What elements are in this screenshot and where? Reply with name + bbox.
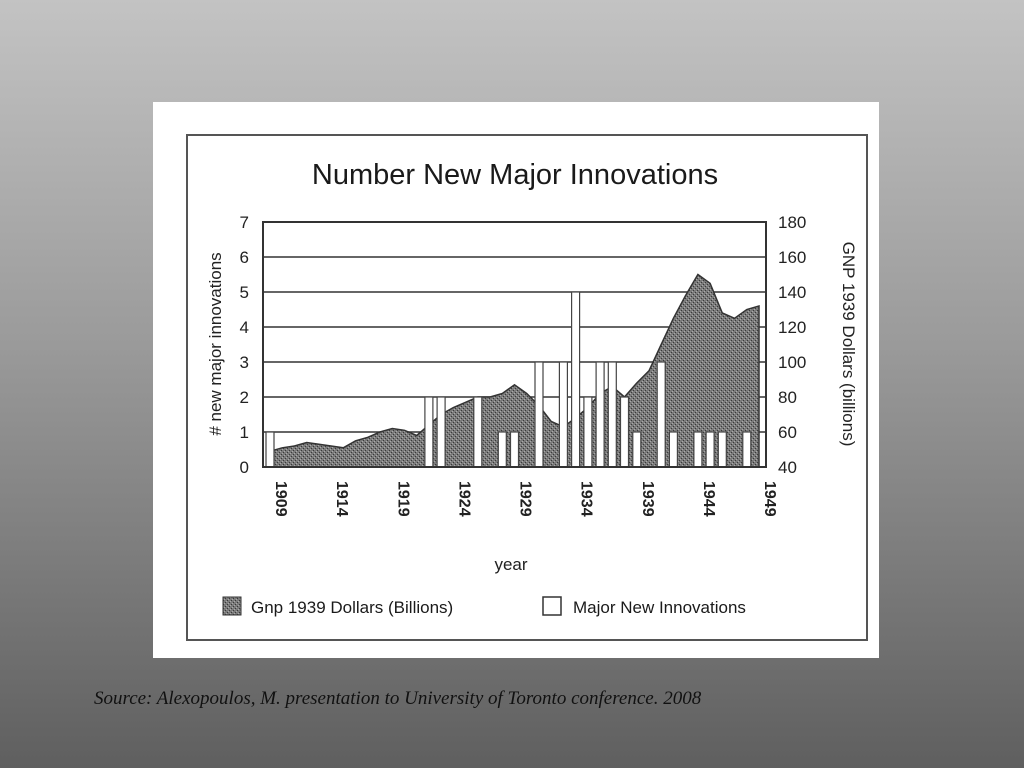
right-tick-label: 120 xyxy=(778,318,806,337)
right-tick-label: 80 xyxy=(778,388,797,407)
innovation-bar xyxy=(693,431,703,468)
innovation-bar xyxy=(571,291,581,468)
x-tick-label: 1909 xyxy=(272,481,289,517)
legend-label-gnp: Gnp 1939 Dollars (Billions) xyxy=(251,598,453,617)
left-tick-label: 5 xyxy=(240,283,249,302)
chart-svg: Number New Major Innovations 0 1 2 3 4 5 6 7 40… xyxy=(186,134,868,641)
gnp-area-layer xyxy=(269,273,760,468)
left-tick-label: 7 xyxy=(240,213,249,232)
x-tick-label: 1929 xyxy=(517,481,534,517)
right-tick-label: 100 xyxy=(778,353,806,372)
innovation-bar xyxy=(607,361,617,468)
innovation-bar xyxy=(436,396,446,468)
right-tick-label: 140 xyxy=(778,283,806,302)
x-tick-label: 1919 xyxy=(394,481,411,517)
left-tick-label: 1 xyxy=(240,423,249,442)
innovation-bar xyxy=(509,431,520,468)
right-axis-ticks: 40 60 80 100 120 140 160 180 xyxy=(778,213,806,477)
innovation-bar xyxy=(534,361,544,468)
x-tick-label: 1924 xyxy=(455,481,472,517)
chart-title: Number New Major Innovations xyxy=(312,159,718,191)
source-caption: Source: Alexopoulos, M. presentation to … xyxy=(94,688,702,709)
innovation-bar xyxy=(558,361,568,468)
innovation-bar xyxy=(619,396,630,468)
chart-figure: Number New Major Innovations 0 1 2 3 4 5 6 7 40… xyxy=(153,102,879,658)
left-tick-label: 2 xyxy=(240,388,249,407)
innovation-bar xyxy=(742,431,752,468)
plot-frame xyxy=(262,221,767,468)
gnp-area xyxy=(269,273,760,468)
innovation-bar xyxy=(583,396,593,468)
left-tick-label: 3 xyxy=(240,353,249,372)
innovation-bar xyxy=(497,431,507,468)
right-tick-label: 180 xyxy=(778,213,806,232)
x-tick-label: 1944 xyxy=(700,481,717,517)
left-axis-label: # new major innovations xyxy=(206,252,225,435)
legend-label-innovations: Major New Innovations xyxy=(573,598,746,617)
innovation-bar xyxy=(265,431,275,468)
right-tick-label: 40 xyxy=(778,458,797,477)
legend-swatch-gnp xyxy=(222,596,242,616)
x-tick-label: 1914 xyxy=(333,481,350,517)
chart-border xyxy=(186,134,868,641)
x-axis-ticks: 1909 1914 1919 1924 1929 1934 1939 1944 1949 xyxy=(272,481,778,517)
innovation-bar xyxy=(473,396,483,468)
innovation-bar xyxy=(424,396,434,468)
right-tick-label: 160 xyxy=(778,248,806,267)
innovation-bar xyxy=(717,431,727,468)
legend: Gnp 1939 Dollars (Billions) Major New In… xyxy=(222,596,746,617)
x-tick-label: 1939 xyxy=(639,481,656,517)
left-tick-label: 6 xyxy=(240,248,249,267)
legend-swatch-innovations xyxy=(542,596,562,616)
right-tick-label: 60 xyxy=(778,423,797,442)
x-tick-label: 1949 xyxy=(761,481,778,517)
left-tick-label: 4 xyxy=(240,318,249,337)
right-axis-label: GNP 1939 Dollars (billions) xyxy=(839,242,858,447)
innovation-bar xyxy=(668,431,679,468)
x-tick-label: 1934 xyxy=(578,481,595,517)
innovation-bar xyxy=(632,431,642,468)
innovation-bar xyxy=(595,361,605,468)
left-tick-label: 0 xyxy=(240,458,249,477)
innovation-bar xyxy=(705,431,715,468)
innovation-bar xyxy=(656,361,666,468)
left-axis-ticks: 0 1 2 3 4 5 6 7 xyxy=(240,213,249,477)
x-axis-label: year xyxy=(494,555,527,574)
